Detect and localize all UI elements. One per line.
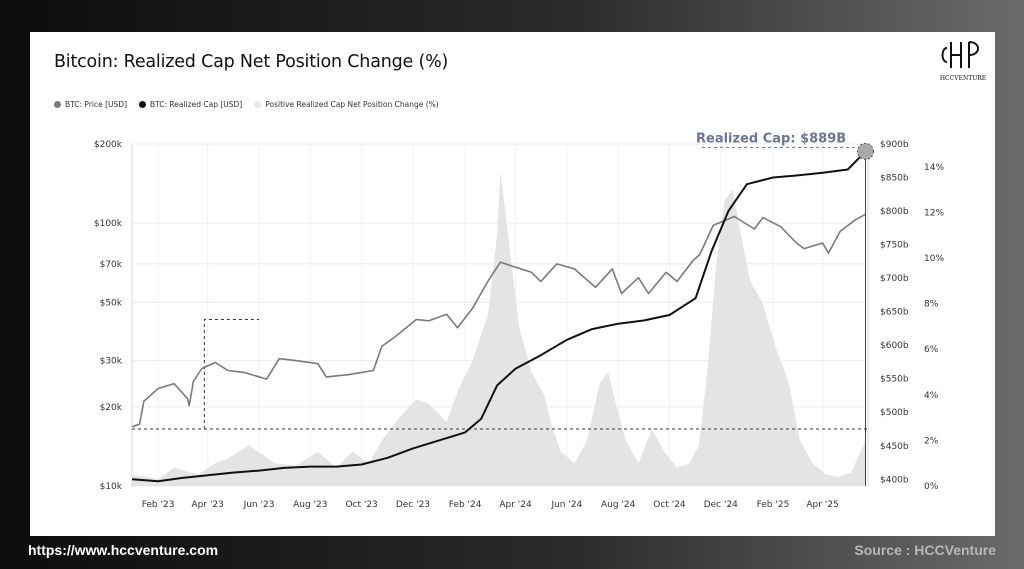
y-left-tick-label: $50k [100, 298, 123, 308]
x-tick-label: Aug '23 [293, 500, 327, 510]
y-left-tick-label: $10k [100, 482, 123, 492]
x-tick-label: Feb '24 [449, 500, 482, 510]
bracket-line [203, 319, 260, 429]
annotation-marker [856, 142, 874, 160]
y-mid-tick-label: $700b [880, 274, 909, 284]
x-tick-label: Aug '24 [601, 500, 636, 510]
y-left-tick-label: $30k [100, 357, 123, 367]
y-right-tick-label: 12% [924, 208, 944, 218]
x-tick-label: Apr '24 [499, 500, 532, 510]
y-right-tick-label: 2% [924, 436, 939, 446]
x-tick-label: Oct '23 [345, 500, 377, 510]
legend-swatch-realized-cap [139, 101, 146, 108]
x-tick-label: Apr '25 [806, 500, 838, 510]
y-right-tick-label: 10% [924, 254, 944, 264]
x-tick-label: Feb '25 [757, 500, 790, 510]
y-left-tick-label: $70k [100, 260, 123, 270]
chart-title: Bitcoin: Realized Cap Net Position Chang… [54, 52, 449, 72]
y-left-tick-label: $200k [94, 140, 123, 150]
series-area-position-change [132, 171, 866, 486]
y-mid-tick-label: $800b [880, 207, 909, 217]
legend-item-position-change[interactable]: Positive Realized Cap Net Position Chang… [254, 100, 439, 109]
y-right-tick-label: 8% [924, 300, 939, 310]
legend-swatch-price [54, 101, 61, 108]
y-mid-tick-label: $500b [880, 408, 909, 418]
y-mid-tick-label: $550b [880, 375, 909, 385]
x-tick-label: Dec '23 [396, 500, 430, 510]
y-right-tick-label: 14% [924, 163, 944, 173]
chart-card: Bitcoin: Realized Cap Net Position Chang… [30, 32, 995, 536]
y-mid-tick-label: $450b [880, 442, 909, 452]
chart-plot: $10k $20k $30k $50k $70k $100k $200k Feb '23 Apr… [94, 131, 945, 510]
y-left-tick-label: $100k [94, 219, 123, 229]
legend-item-price[interactable]: BTC: Price [USD] [54, 100, 127, 109]
logo-text: HCCVENTURE [940, 75, 986, 82]
y-left-tick-label: $20k [100, 403, 123, 413]
x-tick-label: Jun '24 [550, 500, 582, 510]
y-right-tick-label: 6% [924, 345, 939, 355]
y-mid-tick-label: $750b [880, 241, 909, 251]
y-right-tick-label: 0% [924, 482, 939, 492]
series-line-realized-cap [131, 150, 867, 483]
x-tick-label: Dec '24 [704, 500, 738, 510]
annotation-label: Realized Cap: $889B [696, 131, 846, 146]
series-line-price [131, 213, 866, 428]
y-mid-tick-label: $900b [880, 140, 909, 150]
x-tick-label: Jun '23 [243, 500, 275, 510]
y-mid-tick-label: $650b [880, 308, 909, 318]
x-tick-label: Apr '23 [192, 500, 224, 510]
y-right-tick-label: 4% [924, 391, 939, 401]
legend-label-position-change: Positive Realized Cap Net Position Chang… [265, 100, 439, 109]
legend-item-realized-cap[interactable]: BTC: Realized Cap [USD] [139, 100, 242, 109]
legend-label-realized-cap: BTC: Realized Cap [USD] [150, 100, 243, 109]
y-mid-tick-label: $400b [880, 475, 909, 485]
chart-legend: BTC: Price [USD] BTC: Realized Cap [USD]… [54, 100, 439, 109]
legend-label-price: BTC: Price [USD] [65, 100, 127, 109]
x-tick-label: Oct '24 [653, 500, 686, 510]
hccventure-logo: HCCVENTURE [940, 41, 986, 82]
footer-source: Source : HCCVenture [854, 542, 996, 558]
x-tick-label: Feb '23 [142, 500, 175, 510]
y-mid-tick-label: $850b [880, 174, 909, 184]
footer-url[interactable]: https://www.hccventure.com [28, 542, 219, 558]
legend-swatch-position-change [254, 101, 262, 108]
y-mid-tick-label: $600b [880, 341, 909, 351]
